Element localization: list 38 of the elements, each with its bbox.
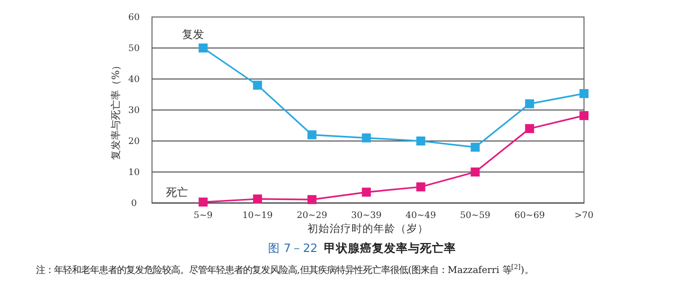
x-tick-label: 5~9 <box>194 211 213 221</box>
y-tick-label: 10 <box>128 168 140 178</box>
series-label: 死亡 <box>166 186 188 200</box>
point <box>362 133 371 142</box>
x-tick-label: 20~29 <box>296 211 328 221</box>
point <box>416 182 426 192</box>
x-tick-label: >70 <box>574 211 594 221</box>
x-axis-title: 初始治疗时的年龄（岁） <box>308 222 428 235</box>
point <box>580 89 588 98</box>
point <box>307 130 316 140</box>
y-tick-label: 20 <box>128 137 140 147</box>
point <box>253 80 262 90</box>
point <box>362 188 371 197</box>
x-tick-label: 50~59 <box>460 211 491 221</box>
point <box>198 198 208 207</box>
point <box>525 124 534 134</box>
x-tick-label: 30~39 <box>351 211 382 221</box>
point <box>470 142 480 152</box>
point <box>198 44 208 52</box>
x-tick-label: 40~49 <box>406 211 436 221</box>
y-tick-label: 30 <box>128 106 140 116</box>
point <box>470 168 480 176</box>
y-axis-title: 复发率与死亡率（%） <box>110 60 122 160</box>
y-tick-label: 60 <box>128 13 140 23</box>
y-tick-label: 40 <box>128 75 140 85</box>
point <box>253 194 262 204</box>
text: 图 7－22 <box>268 241 318 255</box>
text: 注：年轻和老年患者的复发危险较高。尽管年轻患者的复发风险高,但其疾病特异性死亡率很低(图来自：Mazzaferri 等$^{[2]}$)。 <box>36 263 534 276</box>
text: 甲状腺癌复发率与死亡率 <box>324 241 456 255</box>
point <box>525 99 534 108</box>
y-tick-label: 0 <box>131 199 138 209</box>
point <box>307 195 316 204</box>
point <box>580 111 588 120</box>
series-label: 复发 <box>182 28 204 41</box>
y-tick-label: 50 <box>128 44 140 54</box>
point <box>416 136 426 146</box>
x-tick-label: 60~69 <box>514 211 546 221</box>
x-tick-label: 10~19 <box>242 211 274 221</box>
